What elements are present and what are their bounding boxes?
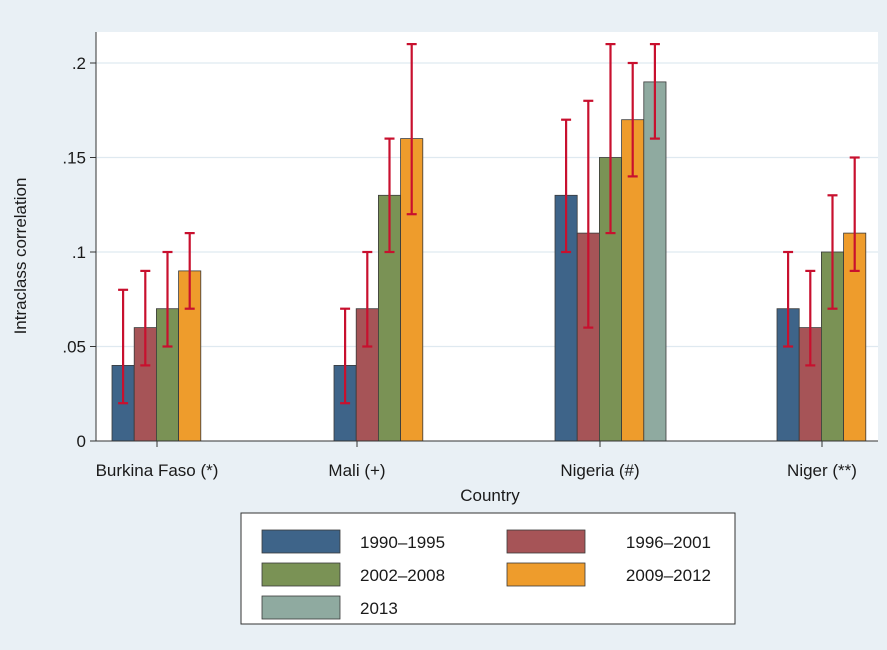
y-tick-label: .2 bbox=[72, 54, 86, 73]
error-bar bbox=[561, 118, 572, 254]
error-bar bbox=[118, 288, 129, 405]
legend: 1990–1995 1996–2001 2002–2008 2009–2012 2013 bbox=[240, 512, 736, 625]
y-tick-label: .1 bbox=[72, 243, 86, 262]
y-tick-label: 0 bbox=[77, 432, 86, 451]
legend-swatch bbox=[261, 595, 341, 620]
y-axis-label: Intraclass correlation bbox=[11, 178, 30, 335]
x-tick-label: Burkina Faso (*) bbox=[96, 461, 219, 480]
error-bar bbox=[627, 61, 638, 178]
y-tick-label: .15 bbox=[62, 149, 86, 168]
legend-item: 2002–2008 bbox=[261, 562, 445, 587]
y-tick-label: .05 bbox=[62, 338, 86, 357]
error-bars bbox=[118, 42, 860, 405]
legend-swatch bbox=[506, 529, 586, 554]
legend-label: 2002–2008 bbox=[360, 566, 445, 585]
legend-item: 1996–2001 bbox=[506, 529, 711, 554]
legend-swatch bbox=[261, 562, 341, 587]
error-bar bbox=[805, 269, 816, 367]
error-bar bbox=[162, 250, 173, 348]
plot-area bbox=[96, 32, 878, 441]
error-bar bbox=[849, 156, 860, 272]
error-bar bbox=[384, 137, 395, 254]
error-bar bbox=[340, 307, 351, 405]
error-bar bbox=[605, 42, 616, 235]
error-bar bbox=[583, 99, 594, 329]
gridlines bbox=[96, 62, 878, 348]
legend-item: 2009–2012 bbox=[506, 562, 711, 587]
legend-swatch bbox=[261, 529, 341, 554]
legend-item: 2013 bbox=[261, 595, 398, 620]
error-bar bbox=[140, 269, 151, 367]
error-bar bbox=[783, 250, 794, 348]
axes: 0 .05 .1 .15 .2 Burkina Faso (*) Mali (+) Niger… bbox=[62, 32, 878, 480]
error-bar bbox=[362, 250, 373, 348]
x-tick-label: Niger (**) bbox=[787, 461, 857, 480]
bars bbox=[111, 81, 867, 442]
x-tick-label: Mali (+) bbox=[328, 461, 385, 480]
x-axis-label: Country bbox=[460, 486, 520, 505]
legend-label: 1990–1995 bbox=[360, 533, 445, 552]
error-bar bbox=[406, 42, 417, 216]
x-tick-label: Nigeria (#) bbox=[560, 461, 639, 480]
legend-label: 2013 bbox=[360, 599, 398, 618]
legend-swatch bbox=[506, 562, 586, 587]
error-bar bbox=[649, 42, 660, 140]
legend-label: 2009–2012 bbox=[626, 566, 711, 585]
legend-item: 1990–1995 bbox=[261, 529, 445, 554]
error-bar bbox=[184, 232, 195, 310]
legend-label: 1996–2001 bbox=[626, 533, 711, 552]
error-bar bbox=[827, 194, 838, 310]
